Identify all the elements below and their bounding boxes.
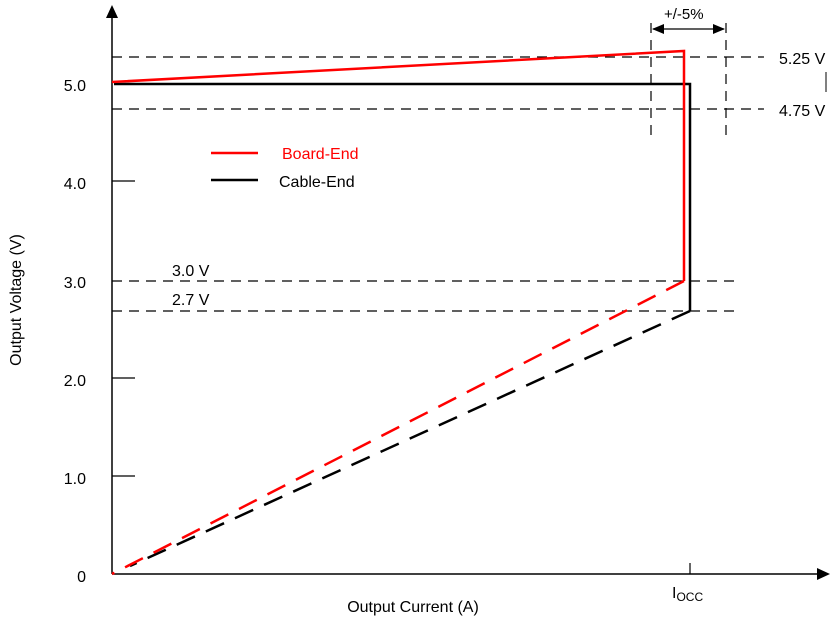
legend-label-cable-end: Cable-End (279, 174, 355, 191)
legend: Board-End Cable-End (211, 146, 359, 191)
y-tick-label: 2.0 (64, 373, 86, 390)
y-tick-label: 3.0 (64, 275, 86, 292)
x-axis-title: Output Current (A) (347, 599, 479, 616)
x-axis-arrow-icon (817, 568, 830, 580)
legend-label-board-end: Board-End (282, 146, 359, 163)
ref-label-2.7: 2.7 V (172, 292, 210, 309)
y-tick-label: 5.0 (64, 78, 86, 95)
x-tick-label-iocc: IOCC (672, 585, 703, 604)
y-tick-label: 0 (77, 569, 86, 586)
y-tick-label: 1.0 (64, 471, 86, 488)
tolerance-arrow (652, 24, 725, 34)
ref-label-3.0: 3.0 V (172, 263, 210, 280)
series-board-end-dashed (111, 279, 685, 576)
y-axis-arrow-icon (106, 5, 118, 18)
y-ticks (112, 180, 135, 477)
y-tick-label: 4.0 (64, 176, 86, 193)
series-cable-end-solid (114, 82, 692, 311)
tolerance-label: +/-5% (664, 6, 704, 23)
ref-label-4.75: 4.75 V (779, 103, 826, 120)
series-cable-end-dashed (129, 309, 691, 568)
y-axis-title: Output Voltage (V) (8, 234, 25, 366)
reference-lines (112, 23, 764, 312)
ref-label-5.25: 5.25 V (779, 51, 826, 68)
series-board-end-solid (111, 49, 686, 281)
